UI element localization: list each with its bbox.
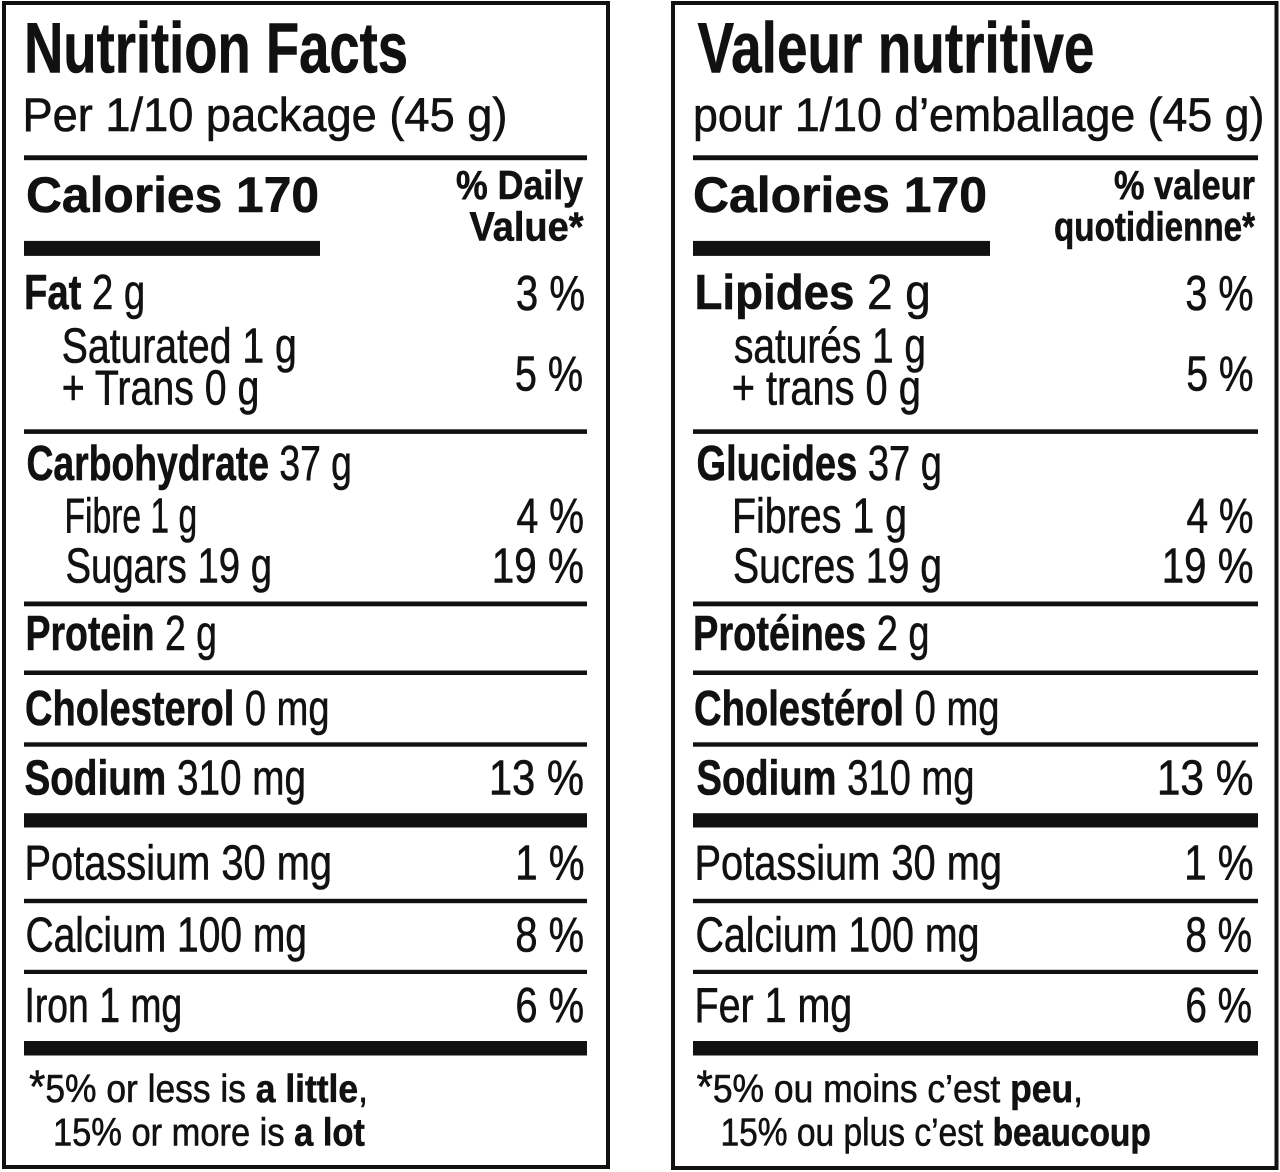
svg-text:Sucres 19 g: Sucres 19 g [733,539,942,593]
svg-text:% valeur: % valeur [1114,162,1255,207]
svg-text:Potassium 30 mg: Potassium 30 mg [25,835,333,890]
svg-text:Calories 170: Calories 170 [26,167,319,223]
svg-text:Saturated 1 g: Saturated 1 g [62,319,297,373]
svg-text:Fer 1 mg: Fer 1 mg [695,979,853,1033]
svg-text:Sodium 310 mg: Sodium 310 mg [697,751,975,806]
svg-text:Value*: Value* [470,204,585,249]
svg-text:saturés 1 g: saturés 1 g [734,319,926,373]
svg-text:Fat 2 g: Fat 2 g [24,265,145,320]
svg-text:+ Trans 0 g: + Trans 0 g [62,362,260,416]
svg-text:Iron 1 mg: Iron 1 mg [25,978,183,1033]
svg-text:Calcium 100 mg: Calcium 100 mg [696,908,980,962]
svg-text:Cholestérol 0 mg: Cholestérol 0 mg [694,681,999,736]
svg-text:15% or more is a lot: 15% or more is a lot [53,1111,365,1154]
svg-text:Valeur nutritive: Valeur nutritive [698,7,1095,88]
svg-text:5 %: 5 % [515,348,583,402]
svg-text:Cholesterol 0 mg: Cholesterol 0 mg [25,681,330,736]
svg-text:5 %: 5 % [1186,347,1253,401]
svg-text:quotidienne*: quotidienne* [1054,203,1255,249]
svg-text:6 %: 6 % [1185,979,1252,1034]
svg-text:Protéines 2 g: Protéines 2 g [693,606,930,661]
svg-text:8 %: 8 % [515,908,584,963]
svg-text:13 %: 13 % [1157,749,1254,805]
svg-text:Sugars 19 g: Sugars 19 g [66,539,272,594]
svg-text:Nutrition Facts: Nutrition Facts [24,8,408,88]
svg-text:19 %: 19 % [1162,538,1254,594]
svg-text:Lipides 2 g: Lipides 2 g [695,265,931,320]
svg-text:pour 1/10 d’emballage (45 g): pour 1/10 d’emballage (45 g) [693,88,1264,142]
svg-text:Sodium 310 mg: Sodium 310 mg [25,751,306,806]
svg-text:6 %: 6 % [515,977,584,1033]
svg-text:1 %: 1 % [515,835,584,891]
svg-text:*5% ou moins c’est peu,: *5% ou moins c’est peu, [697,1062,1083,1113]
svg-text:Fibre 1 g: Fibre 1 g [65,488,198,543]
svg-text:8 %: 8 % [1185,908,1252,963]
svg-text:19 %: 19 % [492,538,584,594]
svg-text:4 %: 4 % [516,489,584,543]
svg-text:Per 1/10 package (45 g): Per 1/10 package (45 g) [23,88,508,141]
svg-text:3 %: 3 % [516,265,585,321]
svg-text:Calcium 100 mg: Calcium 100 mg [26,908,307,962]
svg-text:Potassium 30 mg: Potassium 30 mg [695,835,1003,890]
svg-text:13 %: 13 % [489,750,584,805]
svg-text:Protein 2 g: Protein 2 g [26,606,218,661]
svg-text:*5% or less is a little,: *5% or less is a little, [29,1062,368,1113]
svg-text:1 %: 1 % [1184,835,1253,891]
svg-text:3 %: 3 % [1185,267,1253,321]
svg-text:Glucides 37 g: Glucides 37 g [697,436,942,491]
svg-text:15% ou plus c’est beaucoup: 15% ou plus c’est beaucoup [721,1110,1151,1154]
svg-text:+ trans 0 g: + trans 0 g [732,361,921,416]
svg-text:Calories 170: Calories 170 [693,167,987,223]
svg-text:Carbohydrate 37 g: Carbohydrate 37 g [27,436,352,491]
svg-text:Fibres 1 g: Fibres 1 g [732,489,907,543]
svg-text:% Daily: % Daily [456,163,584,209]
svg-text:4 %: 4 % [1186,489,1253,543]
